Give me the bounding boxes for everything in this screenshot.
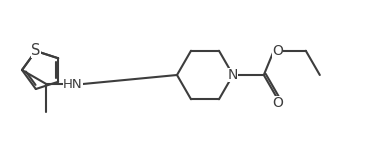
Text: HN: HN [63,77,83,90]
Text: O: O [272,44,283,58]
Text: N: N [228,68,238,82]
Text: S: S [31,44,40,58]
Text: O: O [272,96,283,110]
